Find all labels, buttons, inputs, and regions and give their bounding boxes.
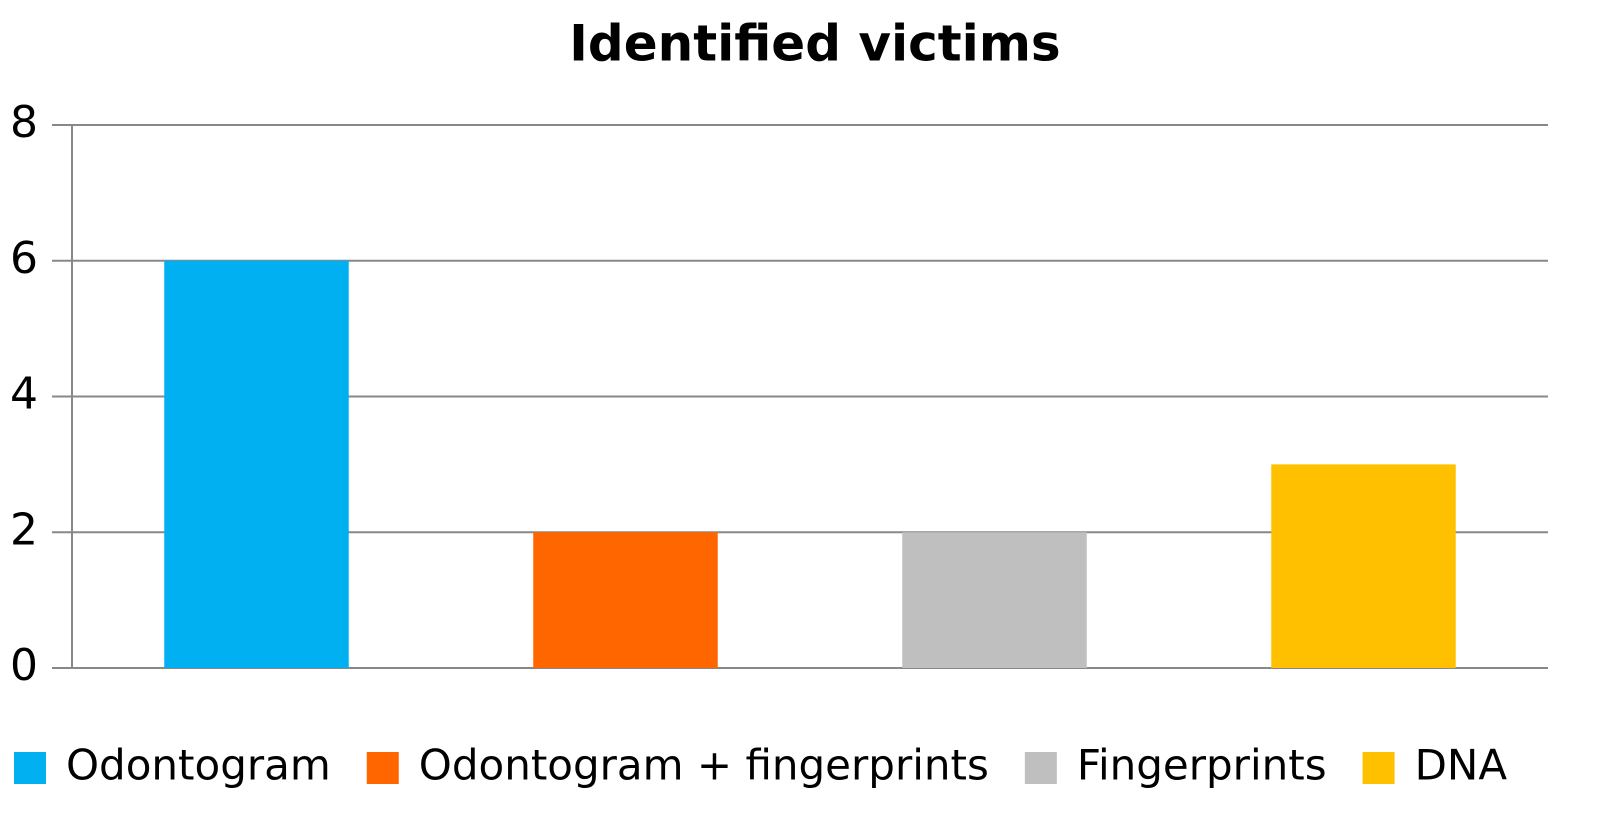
bar xyxy=(533,532,718,668)
legend-swatch xyxy=(1362,752,1395,784)
bar xyxy=(902,532,1087,668)
bar xyxy=(1271,464,1456,668)
legend-swatch xyxy=(366,752,399,784)
legend-label: Odontogram xyxy=(66,741,331,790)
y-tick-label: 6 xyxy=(10,233,38,284)
legend-swatch xyxy=(14,752,46,784)
legend-label: DNA xyxy=(1415,741,1508,790)
chart-title: Identified victims xyxy=(569,15,1060,73)
y-tick-label: 8 xyxy=(10,97,38,148)
legend-label: Odontogram + fingerprints xyxy=(419,741,989,790)
bar xyxy=(164,260,349,668)
legend-swatch xyxy=(1024,752,1057,784)
y-tick-label: 2 xyxy=(10,504,38,555)
y-tick-label: 0 xyxy=(10,640,38,691)
y-tick-label: 4 xyxy=(10,369,38,420)
legend-label: Fingerprints xyxy=(1077,741,1327,790)
